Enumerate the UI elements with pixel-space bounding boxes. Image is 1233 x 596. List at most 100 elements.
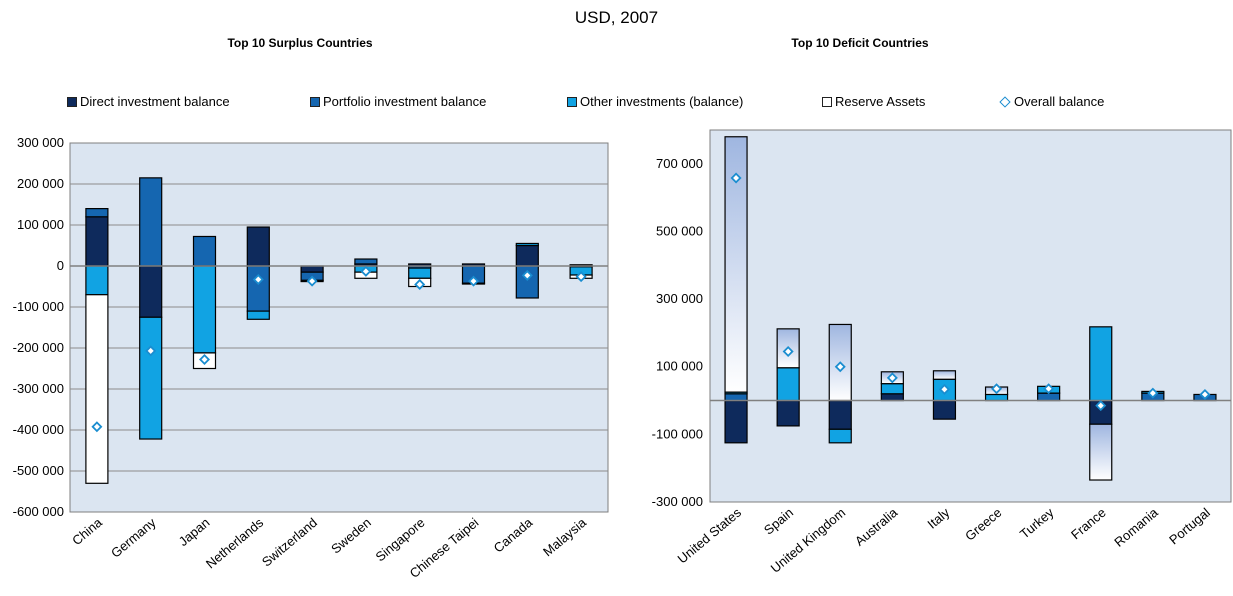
surplus-chart-title: Top 10 Surplus Countries (227, 36, 373, 50)
bar-segment-reserve (724, 136, 748, 393)
category-label: Canada (491, 514, 536, 555)
overall-balance-marker (782, 345, 794, 358)
category-label: Germany (108, 514, 159, 560)
legend-swatch-portfolio (310, 96, 320, 107)
category-label: Netherlands (203, 514, 267, 571)
bar-segment-portfolio (246, 265, 270, 312)
overall-balance-marker (1147, 387, 1159, 399)
legend-label-portfolio: Portfolio investment balance (323, 94, 487, 109)
bar-segment-direct (246, 226, 270, 267)
bar-segment-direct (932, 399, 957, 420)
legend-label-overall: Overall balance (1014, 94, 1105, 109)
y-tick-label: 200 000 (17, 176, 64, 191)
legend-item-reserve: Reserve Assets (822, 94, 925, 109)
overall-balance-marker (886, 372, 898, 384)
bar-segment-direct (776, 399, 800, 427)
overall-balance-marker (198, 353, 211, 365)
surplus-chart: -600 000 -500 000 -400 000 -300 000 -200 000… (13, 135, 609, 581)
overall-balance-marker (467, 275, 480, 287)
legend-item-portfolio: Portfolio investment balance (310, 94, 486, 109)
category-label: United States (675, 504, 745, 566)
overall-balance-marker (1095, 400, 1107, 412)
deficit-chart-title: Top 10 Deficit Countries (791, 36, 929, 50)
legend-swatch-reserve (822, 96, 832, 107)
category-label: Malaysia (540, 514, 590, 559)
overall-balance-marker (360, 265, 372, 277)
overall-balance-marker (145, 345, 157, 357)
category-label: Japan (176, 515, 213, 549)
y-tick-label: 300 000 (17, 135, 64, 150)
category-label: Switzerland (259, 515, 320, 570)
overall-balance-marker (252, 274, 264, 286)
overall-balance-marker (834, 361, 846, 373)
legend-label-reserve: Reserve Assets (835, 94, 926, 109)
y-tick-label: 0 (57, 258, 64, 273)
legend-label-other: Other investments (balance) (580, 94, 744, 109)
y-tick-label: -500 000 (13, 463, 64, 478)
bar-segment-other (880, 383, 904, 395)
bar-segment-other (828, 428, 852, 444)
y-tick-label: -200 000 (13, 340, 64, 355)
overall-balance-marker (575, 271, 587, 283)
category-label: Romania (1111, 504, 1161, 549)
y-tick-label: -600 000 (13, 504, 64, 519)
overall-balance-marker (938, 383, 950, 395)
legend-item-overall: Overall balance (999, 94, 1105, 109)
bar-segment-direct (828, 399, 852, 430)
bar-segment-portfolio (139, 177, 163, 267)
bar-segment-other (139, 316, 163, 440)
category-label: Greece (962, 505, 1004, 544)
y-tick-label: 100 000 (656, 359, 703, 374)
bar-segment-other (85, 265, 109, 296)
category-label: Portugal (1166, 505, 1213, 548)
category-label: China (69, 514, 105, 548)
deficit-chart: -300 000 -100 000 100 000 300 000 500 000 700… (652, 129, 1232, 576)
overall-balance-marker (306, 275, 318, 287)
bar-segment-other (1089, 326, 1113, 402)
bar-segment-other (984, 393, 1009, 402)
overall-balance-marker (91, 421, 103, 433)
overall-balance-marker (414, 278, 426, 290)
legend-swatch-other (567, 96, 577, 107)
legend-swatch-direct (67, 96, 77, 107)
category-label: Turkey (1017, 504, 1057, 541)
category-label: Singapore (373, 515, 428, 565)
y-tick-label: 700 000 (656, 156, 703, 171)
bar-segment-reserve (85, 294, 109, 484)
bar-segment-direct (85, 216, 109, 267)
overall-balance-marker (1199, 388, 1211, 400)
bar-segment-portfolio (85, 208, 109, 218)
bar-segment-other (515, 242, 539, 247)
overall-balance-marker (991, 383, 1003, 395)
category-label: France (1068, 505, 1109, 543)
bar-segment-other (408, 267, 432, 279)
overall-balance-marker (521, 269, 533, 281)
bar-segment-direct (300, 265, 324, 273)
bar-segment-portfolio (354, 258, 378, 265)
bar-segment-other (192, 265, 217, 354)
y-tick-label: 100 000 (17, 217, 64, 232)
y-tick-label: -100 000 (652, 426, 703, 441)
overall-balance-marker (730, 172, 742, 184)
y-tick-label: 500 000 (656, 223, 703, 238)
category-label: Sweden (328, 515, 374, 557)
legend-item-other: Other investments (balance) (567, 94, 743, 109)
overall-balance-marker (1043, 383, 1055, 395)
plot-area (709, 129, 1232, 503)
legend: Direct investment balance Portfolio inve… (0, 94, 1233, 112)
bar-segment-direct (880, 393, 904, 402)
legend-item-direct: Direct investment balance (67, 94, 230, 109)
category-label: Spain (761, 505, 796, 538)
bar-segment-other (776, 367, 800, 402)
y-tick-label: -400 000 (13, 422, 64, 437)
y-tick-label: -300 000 (652, 494, 703, 509)
bar-segment-reserve (932, 370, 957, 380)
chart-main-title: USD, 2007 (574, 8, 659, 27)
bar-segment-other (246, 310, 270, 320)
bar-segment-direct (515, 244, 539, 267)
y-tick-label: 300 000 (656, 291, 703, 306)
bar-segment-portfolio (724, 393, 748, 402)
category-label: Italy (924, 504, 952, 531)
legend-label-direct: Direct investment balance (80, 94, 230, 109)
